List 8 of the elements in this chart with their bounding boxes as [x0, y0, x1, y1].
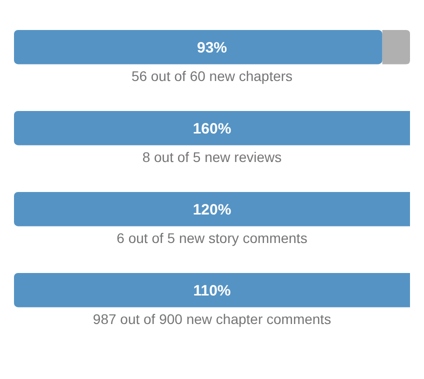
data-label: 120% — [192, 202, 232, 218]
data-label: 160% — [192, 120, 232, 138]
category-label: 8 out of 5 new reviews — [141, 149, 283, 165]
data-label: 110% — [193, 282, 231, 300]
category-label: 6 out of 5 new story comments — [116, 230, 308, 246]
data-label: 93% — [196, 40, 228, 56]
category-label: 56 out of 60 new chapters — [130, 68, 294, 84]
category-label: 987 out of 900 new chapter comments — [92, 311, 332, 327]
